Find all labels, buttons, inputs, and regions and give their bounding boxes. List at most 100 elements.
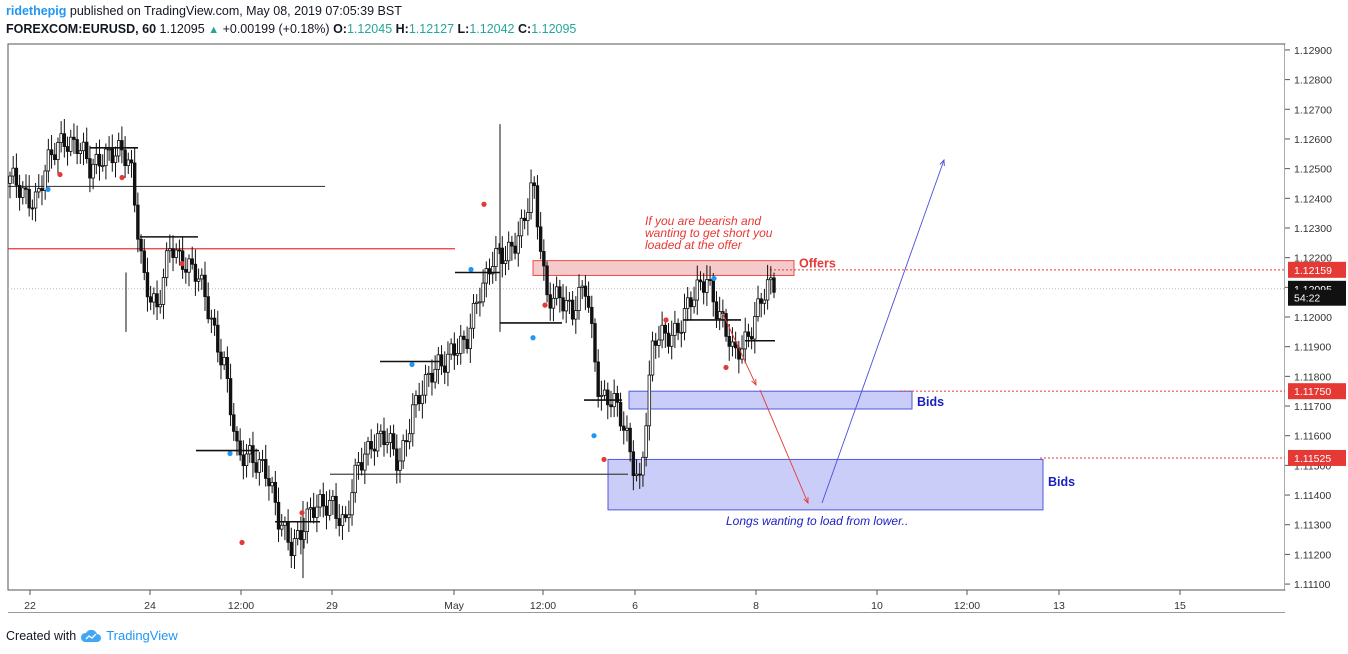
candle-body	[81, 141, 86, 152]
candle-body	[145, 272, 150, 298]
candle-body	[529, 182, 533, 213]
candle-body	[203, 274, 207, 298]
x-tick-label: 12:00	[954, 600, 980, 612]
candle-body	[264, 459, 268, 479]
candle-body	[327, 500, 332, 516]
levels-layer	[8, 185, 1285, 475]
candle-body	[548, 294, 552, 309]
candle-body	[455, 353, 460, 356]
swing-marker	[57, 171, 63, 178]
candle-body	[602, 389, 607, 396]
candle-body	[340, 514, 345, 527]
x-tick-label: May	[444, 600, 465, 612]
swing-marker	[409, 361, 415, 368]
candle-body	[353, 464, 357, 494]
candle-body	[174, 249, 178, 258]
candle-body	[727, 335, 731, 347]
candle-body	[609, 404, 613, 408]
candle-body	[142, 250, 146, 273]
zone-label-2: Bids	[1048, 475, 1075, 489]
candle-body	[622, 425, 626, 431]
candle-body	[225, 357, 230, 379]
candle-body	[494, 248, 498, 267]
candle-body	[676, 322, 680, 333]
candle-body	[321, 494, 325, 507]
price-change: +0.00199 (+0.18%)	[222, 22, 330, 36]
candle-body	[366, 441, 370, 455]
candle-body	[762, 299, 767, 304]
candle-body	[244, 453, 249, 467]
candle-body	[33, 191, 38, 209]
low-label: L:	[457, 22, 470, 36]
candle-body	[372, 448, 377, 452]
candle-body	[583, 285, 588, 297]
x-tick-label: 10	[871, 600, 883, 612]
candle-body	[506, 241, 511, 262]
red-arrow-short	[721, 311, 757, 386]
tradingview-cloud-icon	[81, 629, 102, 642]
candle-body	[475, 301, 479, 304]
candle-body	[753, 316, 757, 340]
candle-body	[577, 287, 581, 311]
candle-body	[510, 241, 514, 247]
y-tick-label: 1.12800	[1294, 75, 1332, 87]
candle-body	[574, 310, 578, 320]
y-tick-label: 1.11200	[1294, 549, 1331, 561]
candle-body	[315, 506, 319, 518]
candle-body	[714, 301, 719, 320]
y-tick-label: 1.11800	[1294, 371, 1331, 383]
candle-body	[148, 296, 153, 303]
candle-body	[532, 182, 536, 187]
candle-body	[337, 518, 341, 527]
candle-body	[85, 141, 89, 160]
candle-body	[465, 339, 469, 349]
x-tick-label: 24	[144, 600, 156, 612]
x-tick-label: 6	[632, 600, 638, 612]
open-value: 1.12045	[346, 22, 393, 36]
candle-body	[267, 477, 271, 487]
candle-body	[276, 501, 281, 530]
candle-body	[27, 188, 31, 209]
candle-body	[567, 299, 572, 302]
candle-body	[107, 148, 111, 151]
candle-body	[459, 335, 463, 354]
published-text: published on TradingView.com, May 08, 20…	[69, 4, 402, 18]
close-value: 1.12095	[531, 22, 577, 36]
candle-body	[500, 247, 504, 264]
high-value: 1.12127	[408, 22, 455, 36]
swing-marker	[468, 266, 474, 273]
candle-body	[356, 462, 361, 466]
candles-layer	[8, 119, 776, 579]
candle-body	[644, 425, 648, 458]
price-tag-level	[1288, 383, 1346, 400]
swing-marker	[179, 260, 185, 267]
candle-body	[634, 473, 639, 477]
candle-body	[241, 454, 246, 467]
candle-body	[359, 462, 364, 471]
candle-body	[59, 133, 63, 143]
candle-body	[286, 521, 290, 543]
price-axis-bg	[1285, 44, 1348, 590]
y-tick-label: 1.11400	[1294, 490, 1331, 502]
candle-body	[72, 136, 76, 140]
candle-body	[305, 508, 309, 533]
y-tick-label: 1.11900	[1294, 342, 1331, 354]
author-name[interactable]: ridethepig	[6, 4, 67, 18]
candle-body	[88, 158, 92, 179]
candle-body	[749, 336, 754, 340]
candle-body	[104, 148, 108, 167]
candle-body	[606, 389, 610, 406]
candle-body	[487, 268, 492, 275]
x-tick-label: 13	[1053, 600, 1065, 612]
swing-marker	[601, 456, 607, 463]
candle-body	[654, 340, 658, 346]
candle-body	[193, 263, 198, 282]
tradingview-brand[interactable]: TradingView	[106, 628, 178, 643]
price-tag-label: 1.11525	[1294, 453, 1331, 465]
candle-body	[417, 395, 421, 405]
offer-zone-0	[532, 260, 795, 276]
y-tick-label: 1.11600	[1294, 431, 1331, 443]
candle-body	[379, 430, 383, 435]
y-tick-label: 1.12000	[1294, 312, 1332, 324]
